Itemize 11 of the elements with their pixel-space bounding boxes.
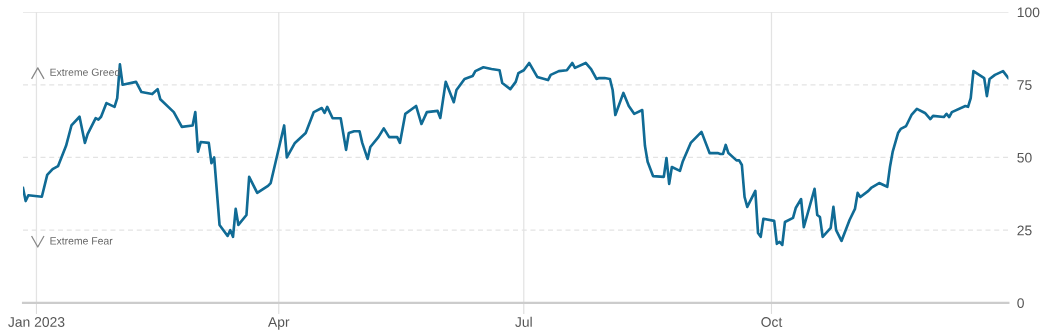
x-tick-label: Apr — [267, 317, 290, 330]
y-tick-label: 50 — [1017, 152, 1032, 163]
y-tick-label: 100 — [1017, 7, 1040, 18]
annotation: Extreme Fear — [50, 237, 113, 245]
y-tick-label: 75 — [1017, 80, 1032, 90]
y-tick-label: 0 — [1017, 298, 1024, 309]
y-tick-label: 25 — [1017, 225, 1032, 236]
x-tick-label: Jul — [515, 316, 532, 327]
x-tick-label: Jan 2023 — [8, 317, 65, 327]
x-tick-label: Oct — [761, 317, 783, 327]
line-series — [22, 61, 1009, 247]
